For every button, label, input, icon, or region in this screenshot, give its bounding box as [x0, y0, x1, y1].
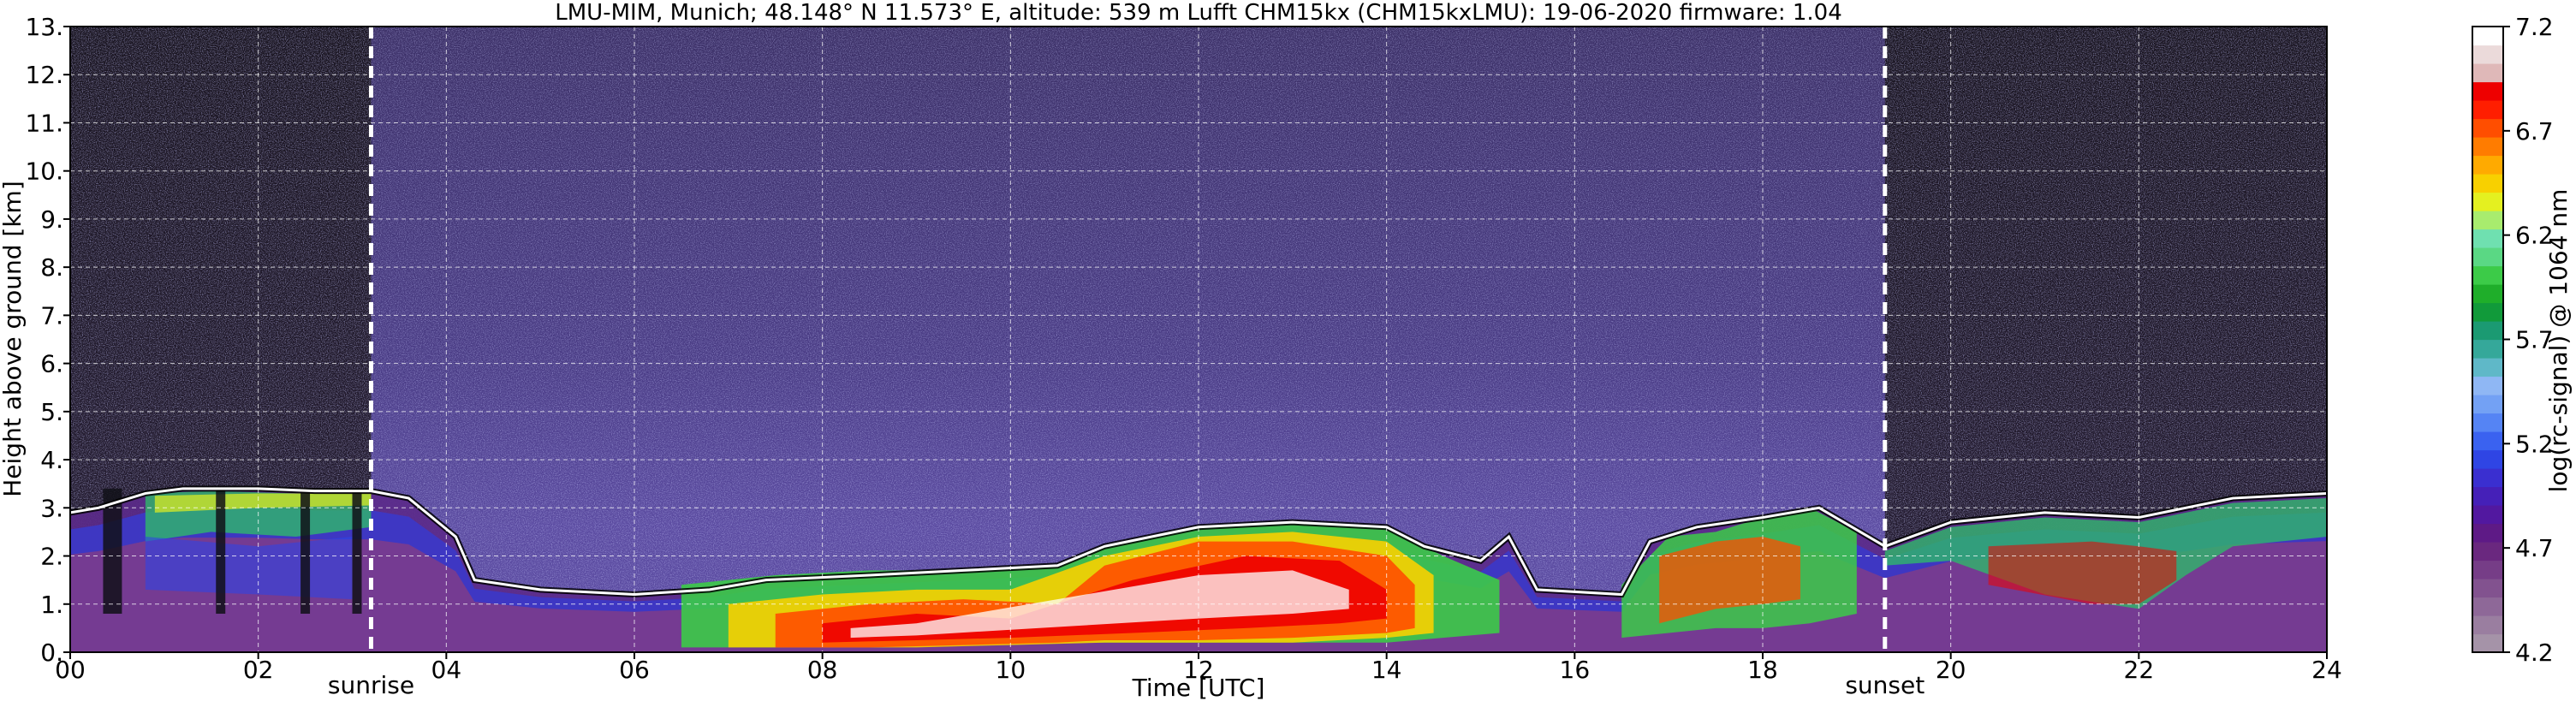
y-tick-label: 7. — [40, 301, 63, 330]
colorbar-segment — [2472, 449, 2503, 469]
y-tick-label: 4. — [40, 446, 63, 474]
colorbar-tick-label: 6.7 — [2515, 117, 2554, 146]
colorbar-segment — [2472, 615, 2503, 635]
x-tick-label: 02 — [243, 656, 274, 684]
y-tick-label: 10. — [25, 157, 63, 186]
afternoon-orange — [1659, 537, 1800, 624]
marker-label-sunset: sunset — [1845, 671, 1925, 699]
colorbar-segment — [2472, 155, 2503, 175]
y-tick-label: 8. — [40, 253, 63, 282]
data-gap-2 — [300, 488, 311, 615]
x-tick-label: 18 — [1747, 656, 1778, 684]
colorbar-segment — [2472, 229, 2503, 248]
y-tick-label: 11. — [25, 109, 63, 137]
colorbar-label: log(rc-signal) @ 1064 nm — [2544, 189, 2573, 493]
colorbar-segment — [2472, 579, 2503, 598]
colorbar-segment — [2472, 523, 2503, 543]
axes: 00 02 04 06 08 10 12 14 16 18 20 22 24 0. 1. 2. 3. 4. 5. 6.… — [25, 13, 2341, 684]
x-tick-label: 24 — [2311, 656, 2342, 684]
x-tick-label: 00 — [55, 656, 86, 684]
colorbar-segment — [2472, 431, 2503, 451]
colorbar-segment — [2472, 265, 2503, 285]
sun-markers: sunrise sunset — [328, 27, 1925, 699]
colorbar-segment — [2472, 505, 2503, 525]
colorbar-segment — [2472, 27, 2503, 46]
x-tick-label: 06 — [619, 656, 650, 684]
grid-lines — [70, 27, 2327, 652]
colorbar-segment — [2472, 118, 2503, 138]
x-axis-label: Time [UTC] — [1132, 674, 1265, 702]
colorbar-tick-label: 4.2 — [2515, 639, 2554, 667]
y-axis-label: Height above ground [km] — [0, 181, 27, 497]
colorbar-segment — [2472, 321, 2503, 341]
colorbar-segment — [2472, 81, 2503, 101]
y-tick-label: 3. — [40, 494, 63, 522]
data-gap-3 — [352, 488, 362, 615]
x-tick-label: 16 — [1560, 656, 1591, 684]
residual-layer-morning-core — [145, 537, 353, 600]
x-tick-label: 04 — [431, 656, 462, 684]
colorbar-segment — [2472, 633, 2503, 653]
colorbar-segment — [2472, 174, 2503, 193]
y-tick-label: 6. — [40, 350, 63, 378]
colorbar-segment — [2472, 302, 2503, 322]
colorbar-segment — [2472, 468, 2503, 488]
colorbar-tick-label: 7.2 — [2515, 13, 2554, 41]
colorbar-segment — [2472, 597, 2503, 616]
y-tick-label: 2. — [40, 543, 63, 571]
colorbar-segment — [2472, 376, 2503, 395]
colorbar-segment — [2472, 358, 2503, 377]
colorbar-tick-label: 5.7 — [2515, 326, 2554, 354]
x-tick-label: 14 — [1371, 656, 1402, 684]
colorbar-segment — [2472, 542, 2503, 561]
x-tick-label: 12 — [1183, 656, 1214, 684]
colorbar-tick-label: 5.2 — [2515, 430, 2554, 458]
marker-label-sunrise: sunrise — [328, 671, 414, 699]
colorbar-tick-label: 4.7 — [2515, 534, 2554, 562]
colorbar-segment — [2472, 63, 2503, 83]
colorbar-segment — [2472, 413, 2503, 432]
colorbar-tick-label: 6.2 — [2515, 222, 2554, 250]
colorbar-segment — [2472, 560, 2503, 579]
colorbar-segment — [2472, 137, 2503, 157]
evening-residual-red — [1988, 541, 2177, 604]
data-gap-0 — [103, 488, 122, 615]
y-tick-label: 12. — [25, 61, 63, 89]
colorbar-segment — [2472, 192, 2503, 211]
y-tick-label: 5. — [40, 398, 63, 426]
colorbar-segment — [2472, 284, 2503, 304]
data-gap-1 — [216, 488, 226, 615]
colorbar-segment — [2472, 339, 2503, 359]
layer-top-edge — [70, 487, 2327, 597]
cbl-white-core — [850, 570, 1349, 639]
colorbar-segment — [2472, 45, 2503, 64]
x-tick-label: 22 — [2124, 656, 2155, 684]
y-tick-label: 13. — [25, 13, 63, 41]
y-tick-label: 1. — [40, 591, 63, 619]
y-tick-label: 9. — [40, 205, 63, 234]
colorbar-segment — [2472, 486, 2503, 506]
colorbar-segment — [2472, 211, 2503, 230]
colorbar-segment — [2472, 100, 2503, 120]
chart-title: LMU-MIM, Munich; 48.148° N 11.573° E, al… — [555, 0, 1841, 26]
x-tick-label: 10 — [996, 656, 1026, 684]
x-tick-label: 20 — [1936, 656, 1966, 684]
x-tick-label: 08 — [807, 656, 838, 684]
y-tick-label: 0. — [40, 639, 63, 667]
colorbar: 4.2 4.7 5.2 5.7 6.2 6.7 7.2 — [2472, 13, 2554, 667]
colorbar-segment — [2472, 395, 2503, 414]
colorbar-segment — [2472, 247, 2503, 267]
